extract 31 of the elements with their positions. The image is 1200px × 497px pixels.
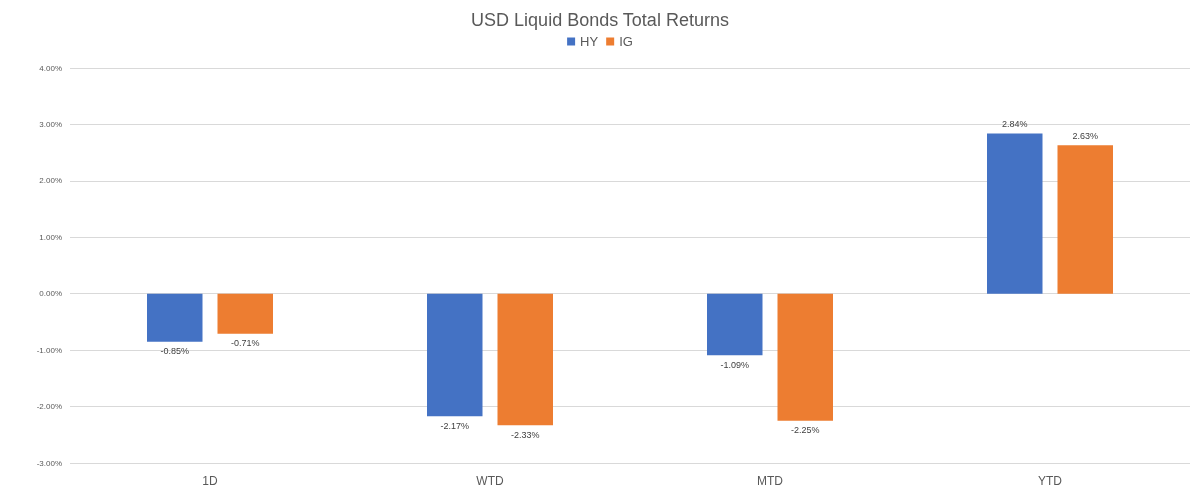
legend-label: HY xyxy=(580,34,599,49)
x-tick-label: MTD xyxy=(757,474,784,488)
data-label: -2.25% xyxy=(790,425,820,436)
data-label: -1.09% xyxy=(720,359,750,370)
y-tick-label: 4.00% xyxy=(39,63,62,73)
bar xyxy=(777,293,833,421)
bar xyxy=(707,293,763,356)
y-tick-label: 0.00% xyxy=(39,289,62,299)
y-tick-label: -2.00% xyxy=(36,402,62,412)
y-tick-label: -3.00% xyxy=(36,458,62,468)
y-tick-label: 1.00% xyxy=(39,232,62,242)
x-tick-label: WTD xyxy=(476,474,504,488)
data-label: -0.85% xyxy=(160,346,190,357)
data-label: -0.71% xyxy=(230,338,260,349)
data-label: 2.84% xyxy=(1001,118,1028,129)
bar xyxy=(497,293,553,426)
y-tick-label: 2.00% xyxy=(39,176,62,186)
x-tick-label: 1D xyxy=(202,474,218,488)
bar xyxy=(217,293,273,334)
bar xyxy=(147,293,203,342)
y-tick-label: -1.00% xyxy=(36,345,62,355)
chart-title: USD Liquid Bonds Total Returns xyxy=(471,10,729,30)
data-label: -2.33% xyxy=(510,429,540,440)
x-tick-label: YTD xyxy=(1038,474,1063,488)
bar xyxy=(987,133,1043,294)
bar xyxy=(1057,145,1113,294)
data-label: -2.17% xyxy=(440,420,470,431)
bar xyxy=(427,293,483,417)
data-label: 2.63% xyxy=(1072,130,1099,141)
y-tick-label: 3.00% xyxy=(39,119,62,129)
legend-label: IG xyxy=(619,34,633,49)
